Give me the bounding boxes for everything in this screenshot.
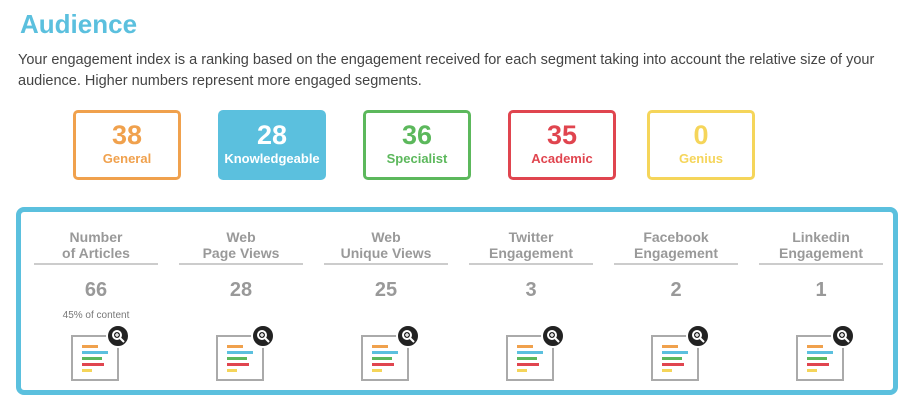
report-bar (517, 369, 527, 372)
metric-heading-line2: Engagement (778, 245, 863, 261)
metric-note: 45% of content (62, 310, 130, 321)
metric-value: 1 (815, 279, 827, 301)
segment-genius[interactable]: 0 Genius (647, 110, 755, 180)
magnifier-icon[interactable] (106, 324, 130, 348)
metric-heading-line2: Page Views (202, 245, 280, 261)
report-bar (82, 351, 108, 354)
segment-general[interactable]: 38 General (73, 110, 181, 180)
metric-heading: Linkedin Engagement (759, 229, 883, 265)
magnifier-icon[interactable] (831, 324, 855, 348)
metric-note (759, 310, 883, 322)
segment-score: 36 (401, 120, 433, 150)
report-bar (807, 357, 827, 360)
report-bar (82, 345, 98, 348)
magnifier-icon[interactable] (541, 324, 565, 348)
report-bar (662, 345, 678, 348)
report-thumbnail-icon[interactable] (796, 324, 855, 381)
report-bar (807, 351, 833, 354)
report-bar (517, 345, 533, 348)
segment-score: 28 (256, 120, 288, 150)
magnifier-icon[interactable] (396, 324, 420, 348)
report-bar (82, 357, 102, 360)
report-bar (82, 369, 92, 372)
report-bar (372, 363, 394, 366)
metric-heading: Web Page Views (179, 229, 303, 265)
metric-heading-line2: Engagement (488, 245, 573, 261)
report-thumbnail-icon[interactable] (216, 324, 275, 381)
report-bar (517, 357, 537, 360)
metric-note (324, 310, 448, 322)
report-bar (227, 357, 247, 360)
metric-column: Twitter Engagement 3 (469, 229, 593, 322)
metric-heading-line2: Engagement (633, 245, 718, 261)
metric-heading-line2: Unique Views (340, 245, 432, 261)
report-bar (82, 363, 104, 366)
metric-column: Web Page Views 28 (179, 229, 303, 322)
report-bar (372, 351, 398, 354)
segment-label: Academic (531, 151, 593, 166)
metric-heading-line1: Facebook (643, 229, 709, 245)
report-bar (662, 363, 684, 366)
magnifier-icon[interactable] (686, 324, 710, 348)
metric-heading: Facebook Engagement (614, 229, 738, 265)
audience-description: Your engagement index is a ranking based… (18, 52, 875, 89)
report-bar (372, 369, 382, 372)
segment-score: 38 (111, 120, 143, 150)
metric-value: 3 (525, 279, 537, 301)
report-bar (372, 345, 388, 348)
report-bar (662, 351, 688, 354)
report-bar (227, 345, 243, 348)
segment-label: Knowledgeable (224, 151, 320, 166)
metric-heading: Web Unique Views (324, 229, 448, 265)
metric-heading: Number of Articles (34, 229, 158, 265)
metric-heading-line1: Twitter (508, 229, 554, 245)
magnifier-icon[interactable] (251, 324, 275, 348)
page-title: Audience (20, 9, 138, 39)
metrics-panel: Number of Articles 66 45% of content Web Page… (16, 207, 898, 395)
report-bar (807, 363, 829, 366)
report-thumbnail-icon[interactable] (361, 324, 420, 381)
report-bar (662, 357, 682, 360)
metric-column: Number of Articles 66 45% of content (34, 229, 158, 322)
report-bar (517, 351, 543, 354)
metric-value: 2 (670, 279, 682, 301)
report-bar (372, 357, 392, 360)
metric-heading-line1: Number (69, 229, 123, 245)
metric-heading: Twitter Engagement (469, 229, 593, 265)
metric-heading-line1: Web (226, 229, 256, 245)
metric-column: Linkedin Engagement 1 (759, 229, 883, 322)
segment-label: Specialist (386, 151, 448, 166)
segment-score: 35 (546, 120, 578, 150)
report-thumbnail-icon[interactable] (71, 324, 130, 381)
metric-column: Facebook Engagement 2 (614, 229, 738, 322)
report-bar (227, 351, 253, 354)
metric-column: Web Unique Views 25 (324, 229, 448, 322)
segment-academic[interactable]: 35 Academic (508, 110, 616, 180)
metric-heading-line1: Linkedin (792, 229, 850, 245)
report-bar (517, 363, 539, 366)
segment-label: General (102, 151, 152, 166)
report-bar (662, 369, 672, 372)
report-thumbnail-icon[interactable] (506, 324, 565, 381)
report-thumbnail-icon[interactable] (651, 324, 710, 381)
segment-label: Genius (678, 151, 724, 166)
metric-note (469, 310, 593, 322)
segment-specialist[interactable]: 36 Specialist (363, 110, 471, 180)
metric-value: 28 (229, 279, 253, 301)
report-bar (227, 369, 237, 372)
metric-heading-line1: Web (371, 229, 401, 245)
metric-note (179, 310, 303, 322)
segment-knowledgeable[interactable]: 28 Knowledgeable (218, 110, 326, 180)
metric-heading-line2: of Articles (62, 245, 130, 261)
metric-value: 25 (374, 279, 398, 301)
report-bar (807, 345, 823, 348)
report-bar (227, 363, 249, 366)
metric-note (614, 310, 738, 322)
report-bar (807, 369, 817, 372)
metric-value: 66 (84, 279, 108, 301)
segment-score: 0 (693, 120, 709, 150)
